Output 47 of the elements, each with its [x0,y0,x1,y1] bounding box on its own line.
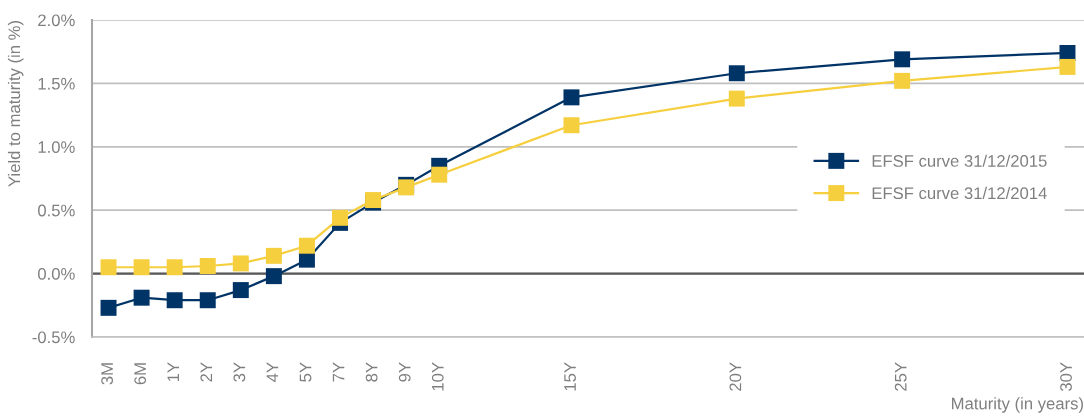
point [199,258,216,274]
x-tick-label: 25Y [894,362,907,391]
x-axis-title: Maturity (in years) [952,397,1083,413]
point [265,268,282,285]
point [232,282,249,299]
y-tick-label: 0.0% [38,268,75,280]
y-axis-title: Yield to maturity (in %) [7,21,24,187]
point [563,117,580,134]
x-tick-label: 8Y [365,362,378,382]
point [431,166,448,183]
point [728,65,745,82]
x-tick-label: 3Y [233,362,246,382]
x-tick-label: 4Y [266,362,279,382]
point [265,247,282,264]
point [1059,58,1076,75]
x-tick-label: 15Y [564,362,576,391]
x-tick-label: 1Y [167,362,179,382]
y-tick-label: 1.0% [38,141,75,153]
point [332,209,348,226]
y-tick-label: 2.0% [38,14,75,27]
point [894,72,911,89]
x-tick-label: 7Y [332,362,345,382]
y-tick-label: 1.5% [38,77,75,90]
legend-label: EFSF curve 31/12/2015 [872,154,1047,167]
x-tick-label: 5Y [299,362,312,382]
x-tick-label: 6M [134,363,147,385]
legend-label: EFSF curve 31/12/2014 [872,186,1047,200]
point [199,292,216,309]
point [728,90,745,107]
point [166,259,183,276]
x-tick-label: 10Y [431,362,444,391]
point [232,255,249,272]
point [100,259,117,276]
x-tick-label: 2Y [200,362,213,382]
y-tick-label: 0.5% [38,204,75,217]
point [133,289,150,306]
point [133,259,150,276]
x-tick-label: 30Y [1060,362,1072,392]
point [298,237,315,254]
point [894,51,911,68]
point [563,89,580,106]
y-tick-label: -0.5% [32,331,75,344]
x-tick-label: 20Y [729,362,742,391]
point [166,292,183,309]
x-tick-label: 9Y [398,362,411,382]
x-tick-label: 3M [101,363,114,385]
point [100,299,117,316]
